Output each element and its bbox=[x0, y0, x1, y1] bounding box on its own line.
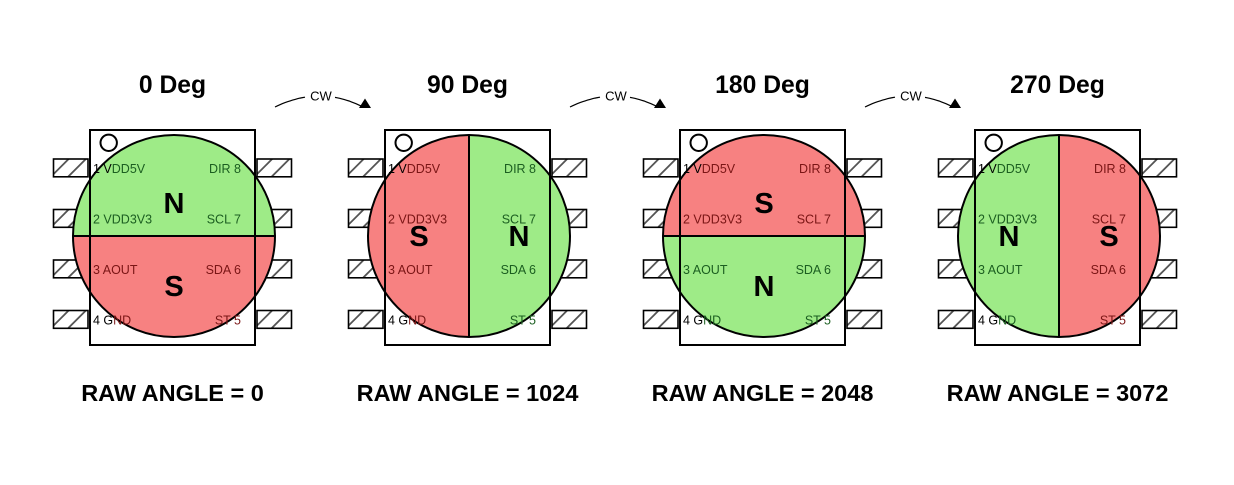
svg-text:ST 5: ST 5 bbox=[510, 313, 536, 327]
svg-text:3 AOUT: 3 AOUT bbox=[683, 263, 728, 277]
svg-text:SDA 6: SDA 6 bbox=[501, 263, 536, 277]
svg-text:CW: CW bbox=[900, 89, 922, 104]
svg-text:180 Deg: 180 Deg bbox=[715, 72, 810, 99]
svg-text:ST 5: ST 5 bbox=[215, 313, 241, 327]
svg-text:SCL 7: SCL 7 bbox=[1092, 212, 1126, 226]
svg-text:4 GND: 4 GND bbox=[978, 313, 1016, 327]
svg-text:4 GND: 4 GND bbox=[93, 313, 131, 327]
svg-text:SDA 6: SDA 6 bbox=[1091, 263, 1126, 277]
svg-text:4 GND: 4 GND bbox=[388, 313, 426, 327]
svg-text:270 Deg: 270 Deg bbox=[1010, 72, 1105, 99]
svg-text:CW: CW bbox=[605, 89, 627, 104]
svg-text:SDA 6: SDA 6 bbox=[796, 263, 831, 277]
svg-text:2 VDD3V3: 2 VDD3V3 bbox=[388, 212, 447, 226]
svg-text:4 GND: 4 GND bbox=[683, 313, 721, 327]
svg-text:N: N bbox=[754, 271, 775, 303]
svg-text:SCL 7: SCL 7 bbox=[207, 212, 241, 226]
svg-text:1 VDD5V: 1 VDD5V bbox=[978, 162, 1031, 176]
svg-text:ST 5: ST 5 bbox=[805, 313, 831, 327]
svg-text:1 VDD5V: 1 VDD5V bbox=[93, 162, 146, 176]
svg-text:RAW ANGLE = 0: RAW ANGLE = 0 bbox=[81, 380, 264, 406]
svg-text:90 Deg: 90 Deg bbox=[427, 72, 508, 99]
svg-text:SCL 7: SCL 7 bbox=[502, 212, 536, 226]
svg-text:S: S bbox=[754, 188, 773, 220]
svg-text:RAW ANGLE = 2048: RAW ANGLE = 2048 bbox=[652, 380, 874, 406]
svg-text:SCL 7: SCL 7 bbox=[797, 212, 831, 226]
svg-text:SDA 6: SDA 6 bbox=[206, 263, 241, 277]
svg-text:ST 5: ST 5 bbox=[1100, 313, 1126, 327]
svg-text:1 VDD5V: 1 VDD5V bbox=[683, 162, 736, 176]
svg-text:3 AOUT: 3 AOUT bbox=[93, 263, 138, 277]
svg-text:CW: CW bbox=[310, 89, 332, 104]
svg-text:0 Deg: 0 Deg bbox=[139, 72, 206, 99]
svg-text:RAW ANGLE = 1024: RAW ANGLE = 1024 bbox=[357, 380, 579, 406]
svg-text:N: N bbox=[164, 188, 185, 220]
svg-text:2 VDD3V3: 2 VDD3V3 bbox=[978, 212, 1037, 226]
svg-text:2 VDD3V3: 2 VDD3V3 bbox=[93, 212, 152, 226]
svg-text:2 VDD3V3: 2 VDD3V3 bbox=[683, 212, 742, 226]
svg-text:3 AOUT: 3 AOUT bbox=[978, 263, 1023, 277]
svg-text:1 VDD5V: 1 VDD5V bbox=[388, 162, 441, 176]
svg-text:S: S bbox=[164, 271, 183, 303]
svg-text:DIR 8: DIR 8 bbox=[799, 162, 831, 176]
svg-text:DIR 8: DIR 8 bbox=[209, 162, 241, 176]
svg-text:RAW ANGLE = 3072: RAW ANGLE = 3072 bbox=[947, 380, 1169, 406]
svg-text:3 AOUT: 3 AOUT bbox=[388, 263, 433, 277]
svg-text:DIR 8: DIR 8 bbox=[504, 162, 536, 176]
svg-text:DIR 8: DIR 8 bbox=[1094, 162, 1126, 176]
